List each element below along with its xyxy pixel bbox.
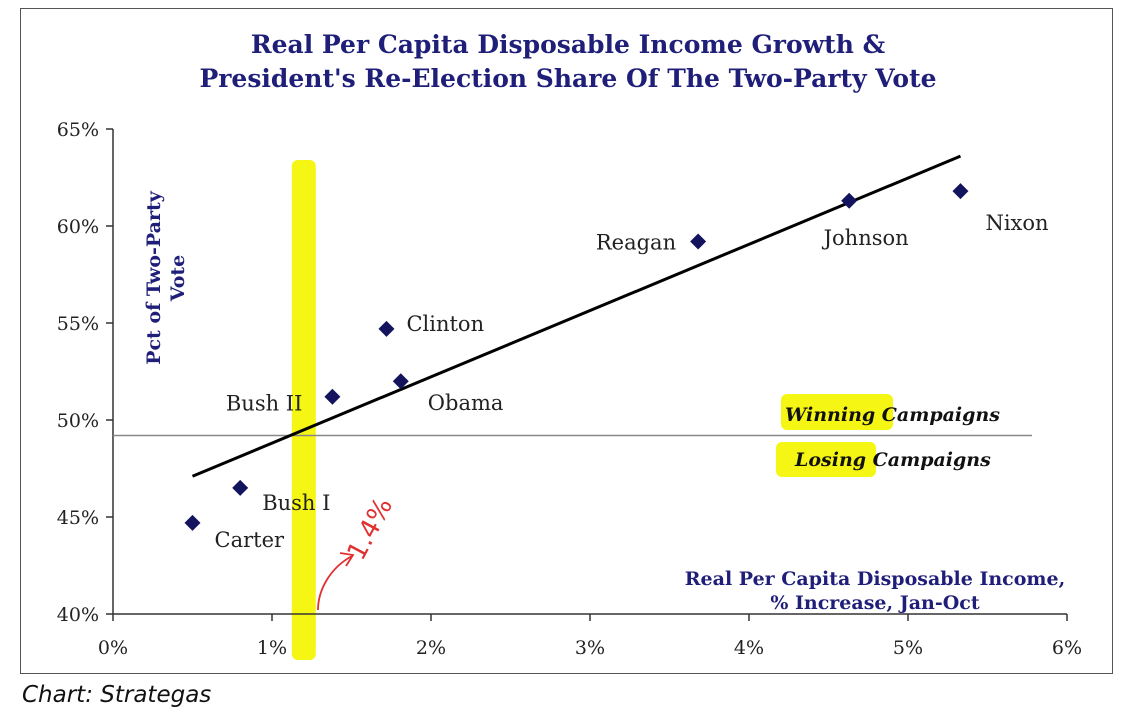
point-label: Bush II xyxy=(226,392,303,416)
scatter-chart: Real Per Capita Disposable Income Growth… xyxy=(57,30,1082,660)
handwritten-arrowhead xyxy=(339,552,355,567)
y-tick-label: 65% xyxy=(57,119,99,141)
data-point-bush-ii xyxy=(324,388,341,405)
y-tick-label: 50% xyxy=(57,410,99,432)
x-axis-label-line-2: % Increase, Jan-Oct xyxy=(770,592,979,614)
data-point-nixon xyxy=(952,183,969,200)
trend-line xyxy=(191,154,962,478)
losing-word: Losing xyxy=(794,449,866,471)
chart-caption: Chart: Strategas xyxy=(22,682,212,708)
point-label: Reagan xyxy=(596,231,676,255)
x-axis-label-line-1: Real Per Capita Disposable Income, xyxy=(685,568,1065,590)
x-tick-label: 6% xyxy=(1052,637,1082,659)
point-label: Obama xyxy=(428,391,504,415)
handwritten-note: 1.4% xyxy=(342,493,400,565)
chart-title-line-1: Real Per Capita Disposable Income Growth… xyxy=(251,30,886,59)
point-label: Bush I xyxy=(262,491,330,515)
losing-campaigns-word: Campaigns xyxy=(866,449,991,471)
winning-campaigns-label: Winning Campaigns xyxy=(785,404,1000,426)
data-point-obama xyxy=(392,373,409,390)
x-tick-label: 4% xyxy=(734,637,764,659)
y-tick-label: 40% xyxy=(57,604,99,626)
winning-word: Winning xyxy=(785,404,875,426)
handwritten-arrow xyxy=(317,555,353,611)
losing-highlight xyxy=(776,442,876,477)
winning-highlight xyxy=(781,394,893,430)
data-point-clinton xyxy=(378,320,395,337)
point-label: Nixon xyxy=(985,211,1048,235)
losing-campaigns-label: Losing Campaigns xyxy=(794,449,991,471)
data-point-carter xyxy=(184,514,201,531)
data-point-bush-i xyxy=(232,479,249,496)
y-axis-label-line-2: Vote xyxy=(167,255,189,303)
point-label: Carter xyxy=(215,528,285,552)
winning-campaigns-word: Campaigns xyxy=(875,404,1000,426)
x-tick-label: 0% xyxy=(98,637,128,659)
point-label: Clinton xyxy=(406,312,484,336)
highlight-band xyxy=(291,160,316,660)
x-tick-label: 5% xyxy=(893,637,923,659)
y-tick-label: 45% xyxy=(57,507,99,529)
point-label: Johnson xyxy=(822,226,909,250)
chart-frame xyxy=(20,8,1113,674)
data-point-reagan xyxy=(690,233,707,250)
x-tick-label: 1% xyxy=(257,637,287,659)
x-tick-label: 3% xyxy=(575,637,605,659)
data-point-johnson xyxy=(841,192,858,209)
y-tick-label: 55% xyxy=(57,313,99,335)
y-tick-label: 60% xyxy=(57,216,99,238)
x-tick-label: 2% xyxy=(416,637,446,659)
chart-title-line-2: President's Re-Election Share Of The Two… xyxy=(199,64,936,93)
y-axis-label-line-1: Pct of Two-Party xyxy=(143,190,165,365)
